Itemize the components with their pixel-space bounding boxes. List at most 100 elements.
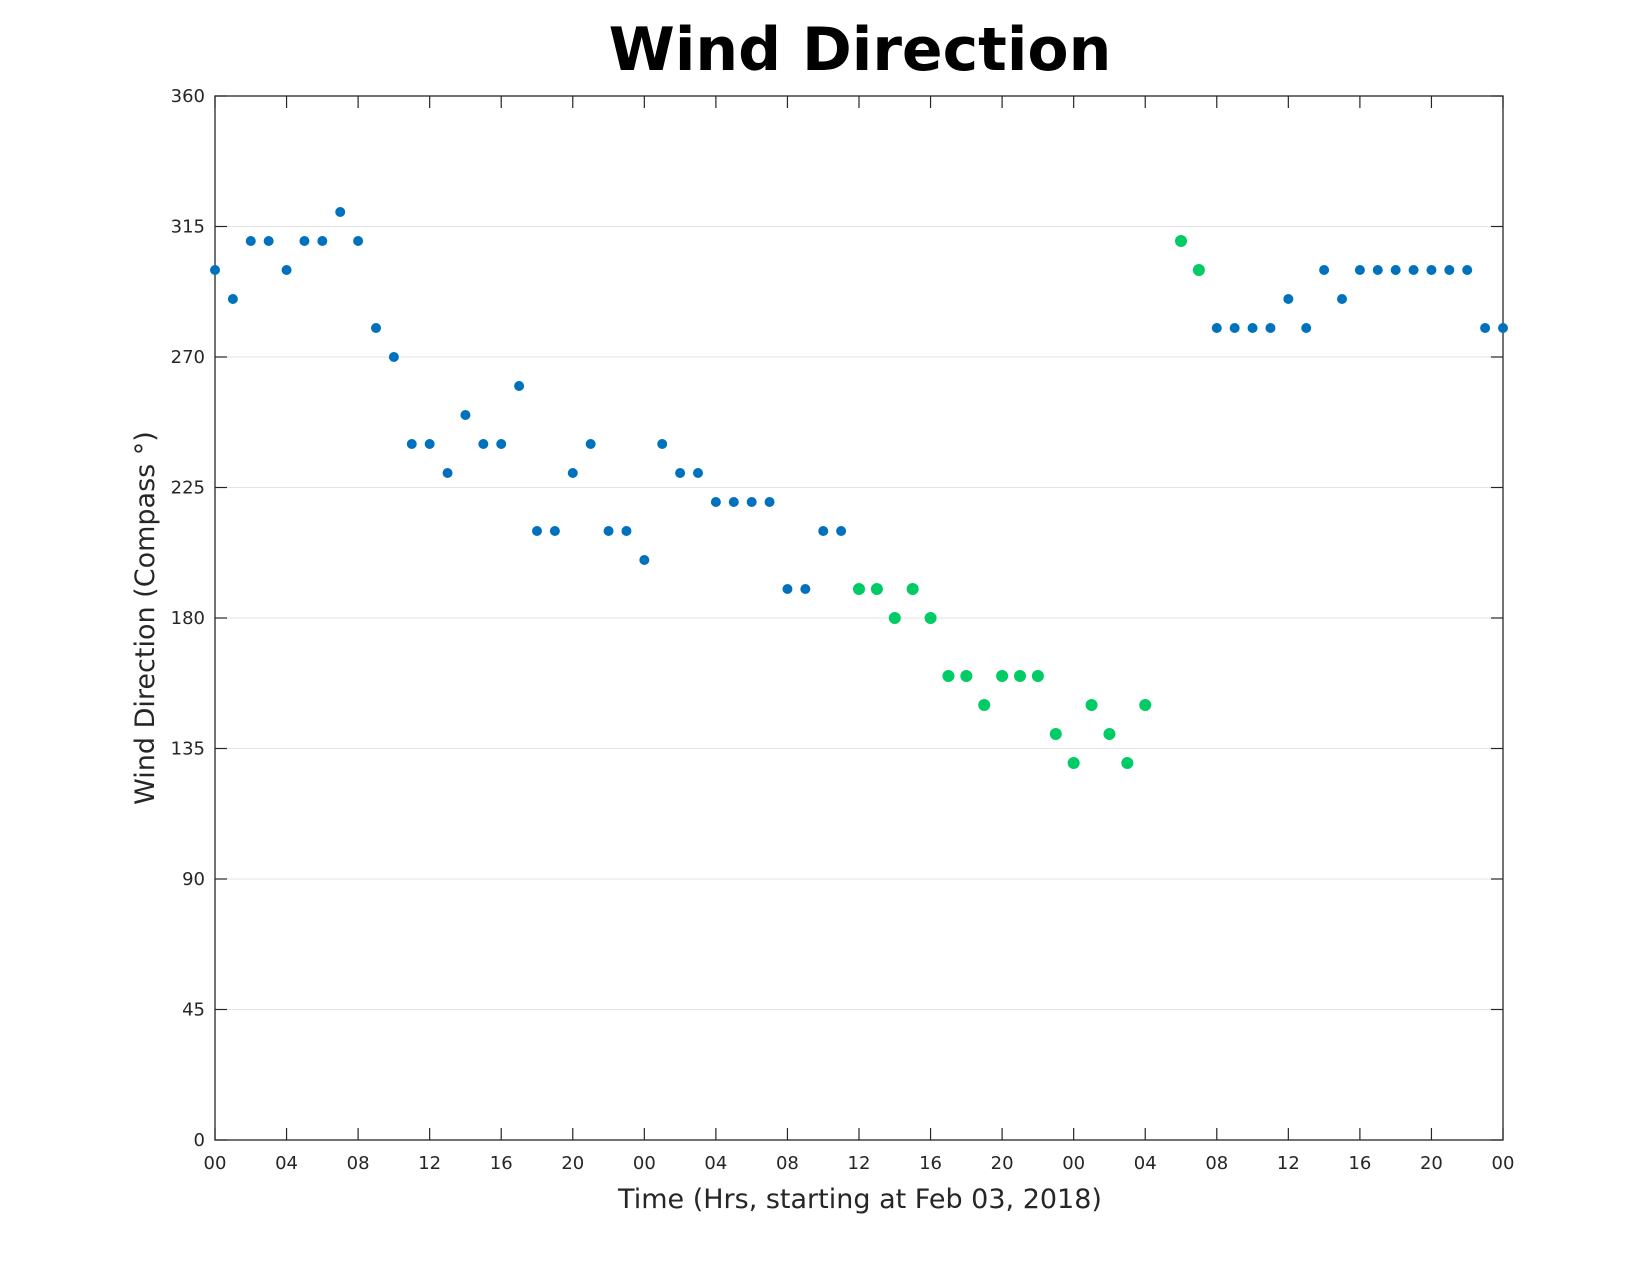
x-tick-label: 12 bbox=[848, 1153, 871, 1174]
y-tick-label: 90 bbox=[182, 869, 205, 890]
data-point bbox=[818, 526, 829, 536]
data-point bbox=[1426, 265, 1437, 275]
data-point bbox=[1444, 265, 1455, 275]
chart-title: Wind Direction bbox=[609, 15, 1112, 85]
x-tick-label: 04 bbox=[1134, 1153, 1157, 1174]
y-tick-label: 135 bbox=[171, 739, 205, 760]
data-point bbox=[424, 439, 435, 449]
data-point bbox=[978, 699, 991, 711]
data-point bbox=[1211, 323, 1222, 333]
data-point bbox=[782, 584, 793, 594]
data-point bbox=[1408, 265, 1419, 275]
x-tick-label: 00 bbox=[1062, 1153, 1085, 1174]
data-point bbox=[1139, 699, 1152, 711]
data-point bbox=[924, 612, 937, 624]
x-tick-label: 08 bbox=[776, 1153, 799, 1174]
x-tick-label: 04 bbox=[704, 1153, 727, 1174]
data-point bbox=[1103, 728, 1116, 740]
data-point bbox=[1229, 323, 1240, 333]
data-point bbox=[836, 526, 847, 536]
data-point bbox=[1301, 323, 1312, 333]
data-point bbox=[1192, 264, 1205, 276]
x-axis-label: Time (Hrs, starting at Feb 03, 2018) bbox=[617, 1184, 1102, 1215]
data-point bbox=[1337, 294, 1347, 304]
data-point bbox=[335, 207, 346, 217]
x-tick-labels: 00 04 08 12 16 20 00 04 08 12 16 20 00 04 08 12 16 20 00 bbox=[204, 1153, 1515, 1174]
x-tick-label: 20 bbox=[1420, 1153, 1443, 1174]
data-point bbox=[675, 468, 686, 478]
data-point bbox=[639, 555, 650, 565]
data-point bbox=[299, 236, 310, 246]
data-point bbox=[478, 439, 489, 449]
data-point bbox=[514, 381, 525, 391]
data-point bbox=[388, 352, 399, 362]
data-point bbox=[1121, 757, 1134, 769]
data-point bbox=[764, 497, 775, 507]
data-point bbox=[263, 236, 274, 246]
x-tick-label: 08 bbox=[1205, 1153, 1228, 1174]
y-tick-label: 45 bbox=[182, 1000, 205, 1021]
data-point bbox=[1265, 323, 1276, 333]
data-point bbox=[888, 612, 901, 624]
x-tick-label: 00 bbox=[204, 1153, 227, 1174]
x-tick-label: 12 bbox=[418, 1153, 441, 1174]
data-point bbox=[353, 236, 364, 246]
data-point bbox=[1462, 265, 1473, 275]
x-tick-label: 16 bbox=[919, 1153, 942, 1174]
data-point bbox=[1031, 670, 1044, 682]
y-tick-label: 315 bbox=[171, 217, 205, 238]
x-tick-label: 20 bbox=[561, 1153, 584, 1174]
data-point bbox=[1372, 265, 1383, 275]
data-point bbox=[710, 497, 721, 507]
data-point bbox=[496, 439, 507, 449]
y-tick-labels: 0 45 90 135 180 225 270 315 360 bbox=[171, 86, 205, 1151]
data-point bbox=[996, 670, 1009, 682]
data-point bbox=[1067, 757, 1080, 769]
data-point bbox=[460, 410, 471, 420]
data-point bbox=[371, 323, 381, 333]
x-tick-label: 16 bbox=[490, 1153, 513, 1174]
data-point bbox=[442, 468, 453, 478]
data-point bbox=[853, 583, 865, 595]
data-point bbox=[1014, 670, 1026, 682]
data-point bbox=[567, 468, 578, 478]
data-point bbox=[906, 583, 919, 595]
data-point bbox=[1085, 699, 1098, 711]
x-tick-label: 08 bbox=[347, 1153, 370, 1174]
x-tick-label: 00 bbox=[633, 1153, 656, 1174]
data-point bbox=[406, 439, 417, 449]
data-point bbox=[603, 526, 614, 536]
data-point bbox=[942, 670, 955, 682]
y-tick-label: 0 bbox=[194, 1130, 205, 1151]
data-point bbox=[870, 583, 883, 595]
data-point bbox=[1498, 323, 1508, 333]
data-point bbox=[281, 265, 292, 275]
y-tick-label: 225 bbox=[171, 478, 205, 499]
data-point bbox=[657, 439, 668, 449]
data-point bbox=[549, 526, 560, 536]
data-point bbox=[746, 497, 757, 507]
axis-ticks bbox=[214, 95, 1504, 1141]
y-tick-label: 180 bbox=[171, 608, 205, 629]
x-tick-label: 12 bbox=[1277, 1153, 1300, 1174]
data-point bbox=[1390, 265, 1401, 275]
x-tick-label: 20 bbox=[991, 1153, 1014, 1174]
data-point bbox=[1354, 265, 1365, 275]
data-point bbox=[1283, 294, 1294, 304]
x-tick-label: 04 bbox=[275, 1153, 298, 1174]
data-point bbox=[585, 439, 596, 449]
x-tick-label: 00 bbox=[1492, 1153, 1515, 1174]
data-point bbox=[621, 526, 632, 536]
grid-lines bbox=[215, 226, 1503, 1010]
data-point bbox=[1319, 265, 1330, 275]
data-point bbox=[1480, 323, 1491, 333]
x-tick-label: 16 bbox=[1348, 1153, 1371, 1174]
data-point bbox=[317, 236, 328, 246]
data-point bbox=[728, 497, 739, 507]
y-axis-label: Wind Direction (Compass °) bbox=[130, 431, 161, 805]
data-point bbox=[532, 526, 542, 536]
y-tick-label: 270 bbox=[171, 347, 205, 368]
y-tick-label: 360 bbox=[171, 86, 205, 107]
data-point bbox=[245, 236, 256, 246]
